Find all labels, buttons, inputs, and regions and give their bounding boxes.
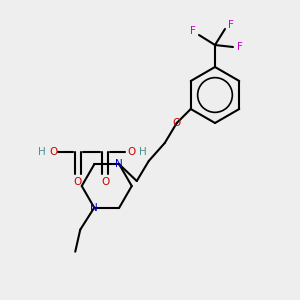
Text: O: O	[49, 147, 57, 157]
Text: F: F	[228, 20, 234, 30]
Text: F: F	[190, 26, 196, 36]
Text: O: O	[172, 118, 181, 128]
Text: O: O	[101, 177, 109, 187]
Text: H: H	[38, 147, 46, 157]
Text: N: N	[116, 159, 123, 169]
Text: N: N	[90, 203, 98, 213]
Text: F: F	[237, 42, 243, 52]
Text: O: O	[127, 147, 135, 157]
Text: H: H	[139, 147, 147, 157]
Text: O: O	[74, 177, 82, 187]
